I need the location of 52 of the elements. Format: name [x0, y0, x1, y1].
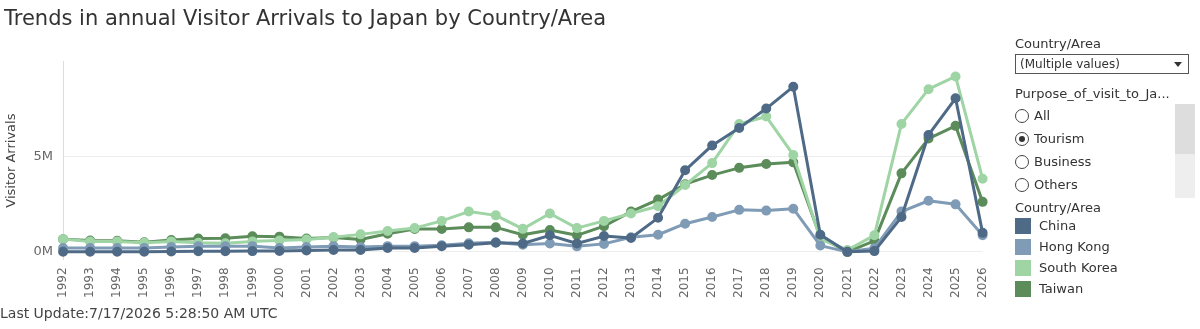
- x-tick-label: 2016: [704, 267, 719, 299]
- x-tick-label: 2026: [974, 267, 989, 299]
- x-tick-label: 1999: [244, 267, 259, 299]
- x-tick-label: 2024: [920, 267, 935, 299]
- text: Last Update:7/17/2026 5:28:50 AM UTC: [0, 305, 278, 321]
- x-tick-label: 1992: [55, 267, 70, 299]
- legend-title: Country/Area: [1015, 200, 1102, 215]
- x-tick-label: 2010: [542, 267, 557, 299]
- x-tick-label: 2000: [271, 267, 286, 299]
- x-tick-label: 2013: [623, 267, 638, 299]
- text: Others: [1034, 177, 1078, 192]
- legend-label: South Korea: [1039, 260, 1118, 275]
- x-tick-label: 2011: [569, 267, 584, 299]
- x-tick-label: 2015: [677, 267, 692, 299]
- text: Country/Area: [1015, 36, 1102, 51]
- x-tick-label: 2022: [866, 267, 881, 299]
- x-tick-label: 2009: [514, 267, 529, 299]
- legend-label: Hong Kong: [1039, 239, 1110, 254]
- x-tick-label: 1994: [109, 267, 124, 299]
- x-tick-label: 2014: [650, 267, 665, 299]
- y-axis-title: Visitor Arrivals: [3, 113, 19, 208]
- x-tick-label: 2021: [839, 267, 854, 299]
- text: All: [1034, 108, 1051, 123]
- legend-label: China: [1039, 218, 1077, 233]
- text: Tourism: [1034, 131, 1085, 146]
- y-tick-label: 0M: [33, 243, 54, 259]
- x-tick-label: 2025: [947, 267, 962, 299]
- text: Business: [1034, 154, 1092, 169]
- x-tick-label: 2017: [731, 267, 746, 299]
- x-tick-label: 2020: [812, 267, 827, 299]
- x-tick-label: 1996: [163, 267, 178, 299]
- x-tick-label: 2019: [785, 267, 800, 299]
- x-tick-label: 2004: [379, 267, 394, 299]
- x-tick-label: 1998: [217, 267, 232, 299]
- x-tick-label: 2023: [893, 267, 908, 299]
- dropdown-field: (Multiple values): [1015, 54, 1189, 74]
- x-tick-label: 2003: [352, 267, 367, 299]
- x-tick-label: 2005: [406, 267, 421, 299]
- x-tick-label: 2008: [487, 267, 502, 299]
- x-tick-label: 2012: [596, 267, 611, 299]
- text: Purpose_of_visit_to_Ja...: [1015, 86, 1171, 101]
- x-tick-label: 2001: [298, 267, 313, 299]
- y-tick-label: 5M: [33, 148, 54, 164]
- x-tick-label: 2018: [758, 267, 773, 299]
- x-tick-label: 2007: [460, 267, 475, 299]
- x-tick-label: 1995: [136, 267, 151, 299]
- chart-title: Trends in annual Visitor Arrivals to Japan by Country/Area: [4, 6, 607, 30]
- x-tick-label: 2002: [325, 267, 340, 299]
- legend-label: Taiwan: [1039, 281, 1084, 296]
- x-tick-label: 1997: [190, 267, 205, 299]
- x-tick-label: 1993: [82, 267, 97, 299]
- x-tick-label: 2006: [433, 267, 448, 299]
